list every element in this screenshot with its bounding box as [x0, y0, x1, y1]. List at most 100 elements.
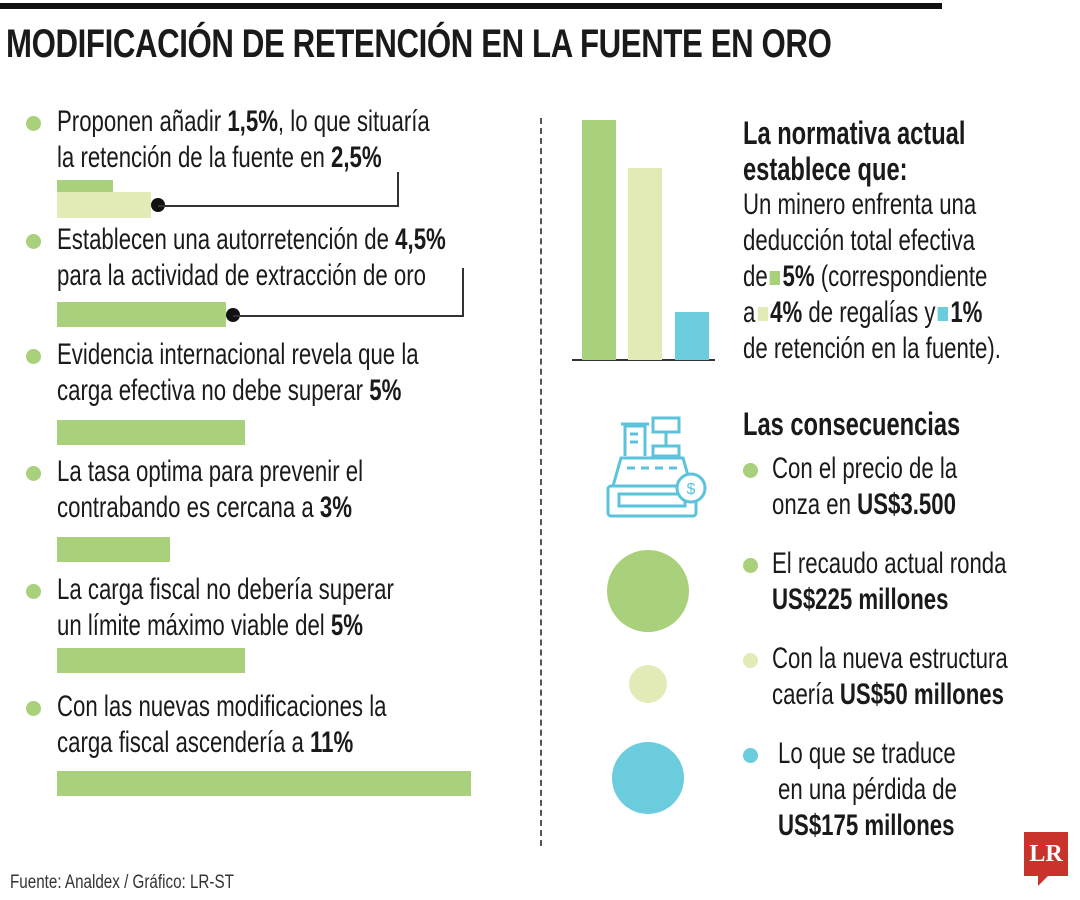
bullet-dot — [743, 463, 758, 478]
text-segment: onza en — [772, 488, 858, 521]
text-segment: de — [743, 260, 768, 293]
bubble-175 — [611, 741, 685, 815]
highlight-value: 3% — [319, 491, 352, 524]
item-text-line: La carga fiscal no debería superar — [57, 572, 394, 608]
consecuencias-heading: Las consecuencias — [743, 406, 961, 442]
item-text-line: carga efectiva no debe superar 5% — [57, 373, 401, 409]
highlight-value: US$225 millones — [772, 583, 949, 616]
svg-text:$: $ — [687, 481, 696, 498]
text-segment: carga efectiva no debe superar — [57, 374, 370, 407]
text-segment: de regalías y — [802, 296, 936, 329]
highlight-value: US$50 millones — [839, 678, 1004, 711]
legend-swatch — [769, 271, 781, 286]
text-segment: deducción total efectiva — [743, 224, 976, 257]
consecuencia-text-line: onza en US$3.500 — [772, 487, 956, 523]
bullet-dot — [26, 116, 41, 131]
source-footer: Fuente: Analdex / Gráfico: LR-ST — [10, 872, 234, 893]
lr-logo: LR — [1024, 832, 1068, 886]
highlight-value: US$3.500 — [857, 488, 956, 521]
bullet-dot — [743, 558, 758, 573]
item-text-line: La tasa optima para prevenir el — [57, 454, 363, 490]
item-text-line: Evidencia internacional revela que la — [57, 337, 419, 373]
highlight-value: 2,5% — [331, 141, 382, 174]
item-text-line: Establecen una autorretención de 4,5% — [57, 222, 446, 258]
legend-swatch — [757, 307, 768, 322]
text-segment: El recaudo actual ronda — [772, 547, 1007, 580]
bullet-dot — [743, 653, 758, 668]
normativa-text-line: de 5% (correspondiente — [743, 259, 987, 295]
normativa-text-line: deducción total efectiva — [743, 223, 975, 259]
highlight-value: 5% — [330, 609, 364, 642]
consecuencia-text-line: Con la nueva estructura — [772, 641, 1008, 677]
text-segment: Un minero enfrenta una — [743, 188, 977, 221]
text-segment: la retención de la fuente en — [57, 141, 332, 174]
consecuencia-text-line: en una pérdida de — [778, 772, 957, 808]
normativa-text-line: Un minero enfrenta una — [743, 187, 976, 223]
text-segment: para la actividad de extracción de oro — [57, 259, 426, 292]
consecuencia-text-line: US$225 millones — [772, 582, 948, 618]
normativa-text-line: de retención en la fuente). — [743, 331, 1001, 367]
highlight-value: 4,5% — [395, 223, 446, 256]
text-segment: caería — [772, 678, 840, 711]
value-bar-2-5 — [57, 192, 151, 218]
top-rule — [0, 3, 942, 9]
bullet-dot — [26, 701, 41, 716]
text-segment: en una pérdida de — [778, 773, 957, 806]
bullet-dot — [26, 466, 41, 481]
consecuencia-text-line: El recaudo actual ronda — [772, 546, 1006, 582]
text-segment: un límite máximo viable del — [57, 609, 331, 642]
bullet-dot — [26, 234, 41, 249]
highlight-value: 1,5% — [227, 105, 278, 138]
text-segment: contrabando es cercana a — [57, 491, 320, 524]
item-text-line: Proponen añadir 1,5%, lo que situaría — [57, 104, 430, 140]
consecuencia-text-line: Con el precio de la — [772, 451, 957, 487]
value-bar-3 — [57, 537, 170, 562]
text-segment: carga fiscal ascendería a — [57, 726, 310, 759]
value-bar-11 — [57, 771, 471, 796]
text-segment: Evidencia internacional revela que la — [57, 338, 419, 371]
highlight-value: 4% — [770, 296, 803, 329]
bar-retención-en-la-fuente — [675, 312, 709, 360]
connector-line — [158, 172, 399, 207]
text-segment: La tasa optima para prevenir el — [57, 455, 364, 488]
normativa-heading-2: establece que: — [743, 151, 908, 187]
value-bar-4-5 — [57, 302, 227, 327]
highlight-value: 1% — [950, 296, 983, 329]
value-bar-5 — [57, 420, 245, 445]
dashed-divider — [540, 118, 542, 846]
value-bar-5 — [57, 648, 245, 673]
cash-register-icon: $ — [606, 416, 707, 518]
bullet-dot — [743, 748, 758, 763]
item-text-line: contrabando es cercana a 3% — [57, 490, 352, 526]
consecuencia-text-line: US$175 millones — [778, 808, 954, 844]
bullet-dot — [26, 584, 41, 599]
item-text-line: la retención de la fuente en 2,5% — [57, 140, 382, 176]
text-segment: , lo que situaría — [277, 105, 430, 138]
connector-line — [233, 268, 464, 317]
bar-regalías — [628, 168, 662, 360]
highlight-value: 11% — [309, 726, 354, 759]
bar-total — [582, 120, 616, 360]
bubble-50 — [628, 664, 668, 704]
chart-baseline — [572, 359, 715, 361]
item-text-line: Con las nuevas modificaciones la — [57, 689, 386, 725]
normativa-text-line: a 4% de regalías y 1% — [743, 295, 982, 331]
text-segment: (correspondiente — [814, 260, 988, 293]
text-segment: Con el precio de la — [772, 452, 958, 485]
text-segment: Lo que se traduce — [778, 737, 956, 770]
legend-swatch — [937, 307, 949, 322]
bullet-dot — [26, 349, 41, 364]
text-segment: Con la nueva estructura — [772, 642, 1008, 675]
normativa-heading-1: La normativa actual — [743, 115, 966, 151]
text-segment: de retención en la fuente). — [743, 332, 1001, 365]
highlight-value: US$175 millones — [778, 809, 955, 842]
highlight-value: 5% — [369, 374, 402, 407]
consecuencia-text-line: Lo que se traduce — [778, 736, 956, 772]
bubble-225 — [607, 550, 689, 632]
text-segment: a — [743, 296, 756, 329]
consecuencia-text-line: caería US$50 millones — [772, 677, 1004, 713]
item-text-line: para la actividad de extracción de oro — [57, 258, 426, 294]
text-segment: Establecen una autorretención de — [57, 223, 396, 256]
highlight-value: 5% — [782, 260, 815, 293]
